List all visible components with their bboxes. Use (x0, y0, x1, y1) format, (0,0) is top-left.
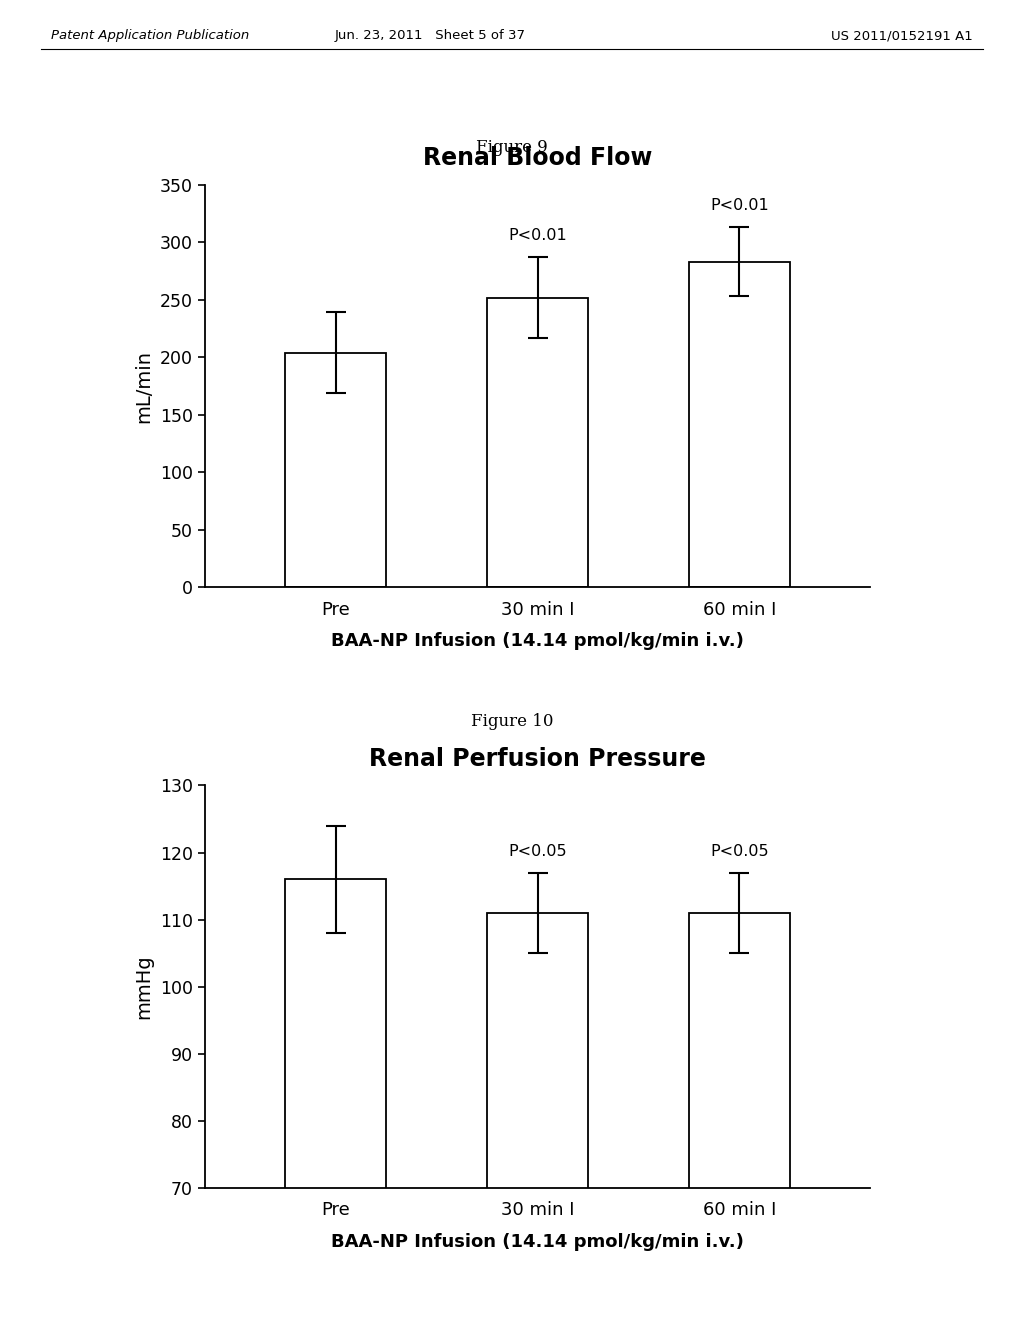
Bar (487, 913, 588, 1320)
Y-axis label: mL/min: mL/min (134, 350, 153, 422)
Text: P<0.01: P<0.01 (508, 228, 567, 243)
Text: Patent Application Publication: Patent Application Publication (51, 29, 250, 42)
Text: P<0.05: P<0.05 (710, 843, 769, 858)
Text: Figure 9: Figure 9 (476, 139, 548, 156)
Text: P<0.05: P<0.05 (508, 843, 567, 858)
X-axis label: BAA-NP Infusion (14.14 pmol/kg/min i.v.): BAA-NP Infusion (14.14 pmol/kg/min i.v.) (331, 1233, 744, 1251)
Text: Figure 10: Figure 10 (471, 713, 553, 730)
Bar (689, 261, 790, 587)
Text: US 2011/0152191 A1: US 2011/0152191 A1 (831, 29, 973, 42)
Title: Renal Perfusion Pressure: Renal Perfusion Pressure (370, 747, 706, 771)
Y-axis label: mmHg: mmHg (134, 954, 153, 1019)
Text: Jun. 23, 2011   Sheet 5 of 37: Jun. 23, 2011 Sheet 5 of 37 (335, 29, 525, 42)
Title: Renal Blood Flow: Renal Blood Flow (423, 147, 652, 170)
Text: P<0.01: P<0.01 (710, 198, 769, 214)
Bar (487, 297, 588, 587)
Bar (689, 913, 790, 1320)
Bar (286, 879, 386, 1320)
X-axis label: BAA-NP Infusion (14.14 pmol/kg/min i.v.): BAA-NP Infusion (14.14 pmol/kg/min i.v.) (331, 632, 744, 651)
Bar (286, 352, 386, 587)
